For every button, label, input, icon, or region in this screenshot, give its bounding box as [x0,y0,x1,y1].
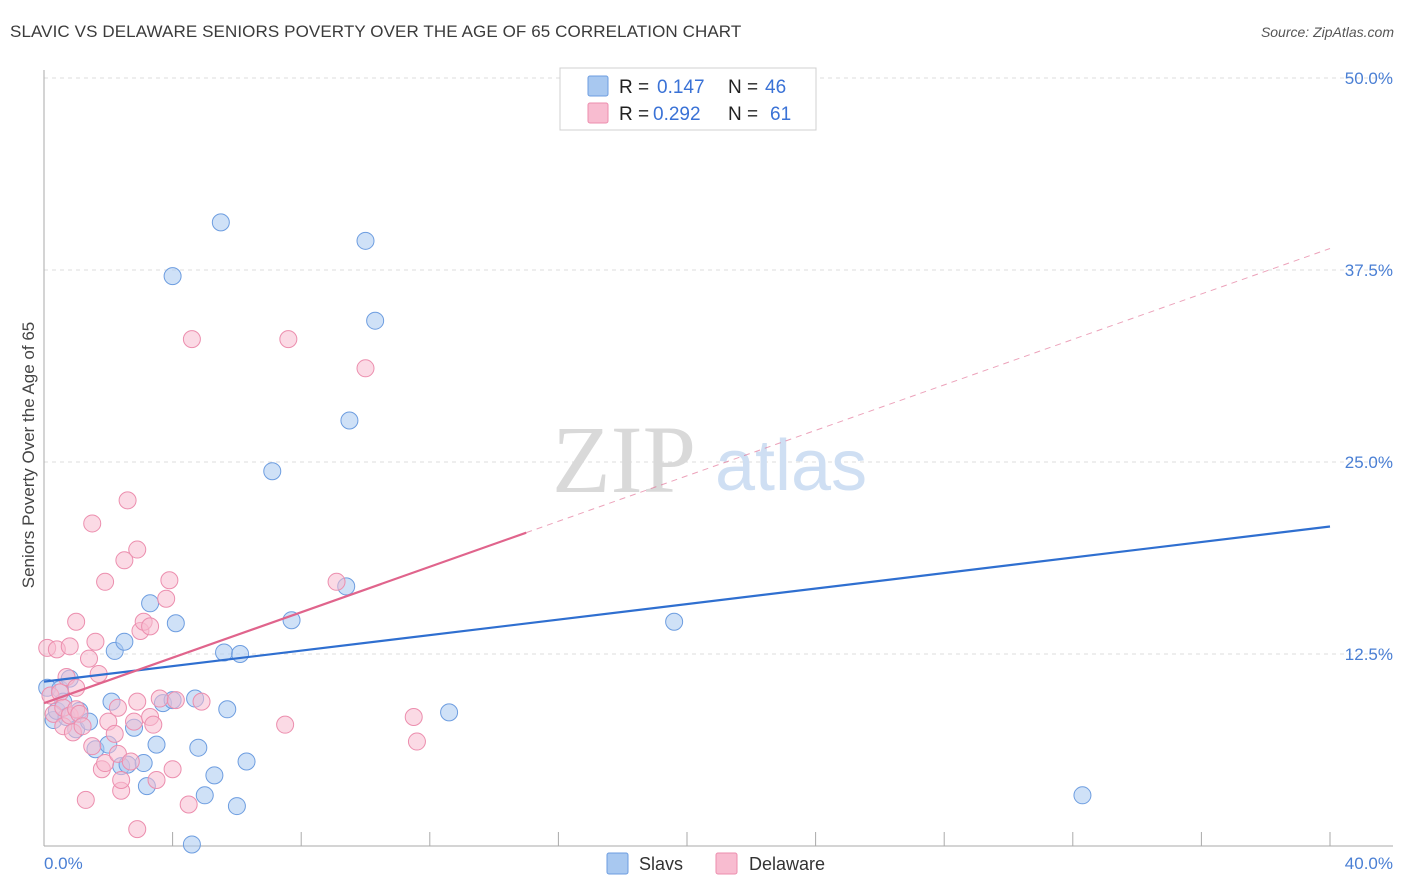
point-delaware-32 [118,491,137,510]
trend-lines [43,248,1331,705]
chart-title: SLAVIC VS DELAWARE SENIORS POVERTY OVER … [10,22,742,41]
point-delaware-15 [73,717,92,736]
point-delaware-28 [108,698,127,717]
legend-r-label-delaware: R = [619,104,649,125]
point-delaware-33 [121,752,140,771]
point-delaware-55 [356,359,375,378]
point-delaware-37 [128,540,147,559]
point-delaware-46 [160,571,179,590]
data-points [38,213,1092,854]
legend-n-value-delaware: 61 [770,104,791,125]
point-delaware-40 [141,617,160,636]
point-slavs-33 [218,700,237,719]
point-slavs-26 [182,835,201,854]
x-tick-labels: 0.0% 40.0% [44,854,1393,873]
point-slavs-45 [1073,786,1092,805]
point-slavs-42 [366,311,385,330]
point-slavs-35 [231,645,250,663]
point-delaware-16 [76,790,95,809]
y-tick-labels: 12.5% 25.0% 37.5% 50.0% [1345,69,1393,664]
point-slavs-25 [166,614,185,633]
watermark-zip: ZIP [552,406,696,513]
bottom-legend-label-delaware: Delaware [749,854,825,874]
point-slavs-43 [440,703,459,722]
point-slavs-15 [115,632,134,651]
point-slavs-38 [282,611,301,630]
y-tick-label-0: 12.5% [1345,645,1393,664]
point-delaware-23 [96,754,115,773]
legend-r-label-slavs: R = [619,77,649,98]
point-slavs-21 [147,735,166,754]
trend-line-delaware [43,531,527,705]
point-delaware-43 [147,770,166,789]
x-tick-label-1: 40.0% [1345,854,1393,873]
y-axis-label: Seniors Poverty Over the Age of 65 [19,322,38,588]
point-delaware-20 [86,632,105,651]
point-delaware-30 [112,770,131,789]
legend-r-value-delaware: 0.292 [653,104,701,125]
point-delaware-13 [67,612,86,631]
point-slavs-28 [189,738,208,757]
legend-n-label-delaware: N = [728,104,758,125]
point-slavs-37 [263,462,282,481]
legend-box: R = 0.147 N = 46 R = 0.292 N = 61 [559,67,817,131]
axes [43,70,1393,847]
point-delaware-26 [105,724,124,743]
point-delaware-36 [128,692,147,711]
point-delaware-9 [60,637,79,656]
point-delaware-35 [128,820,147,839]
point-delaware-50 [182,330,201,349]
point-delaware-17 [80,649,99,668]
legend-n-value-slavs: 46 [765,77,786,98]
bottom-legend-swatch-slavs [606,852,629,875]
legend-n-label-slavs: N = [728,77,758,98]
point-slavs-30 [205,766,224,785]
point-slavs-44 [665,612,684,631]
x-tick-label-0: 0.0% [44,854,83,873]
trend-line-slavs [43,525,1331,683]
point-delaware-47 [163,760,182,779]
watermark-atlas: atlas [715,426,867,506]
point-slavs-40 [340,411,359,430]
point-delaware-45 [157,589,176,608]
y-tick-label-1: 25.0% [1345,453,1393,472]
point-slavs-20 [141,594,160,613]
point-delaware-49 [179,795,198,814]
x-axis-ticks [43,832,1331,846]
point-delaware-24 [96,572,115,591]
y-tick-label-2: 37.5% [1345,261,1393,280]
point-delaware-19 [83,514,102,533]
point-delaware-42 [144,715,163,734]
grid-lines [44,77,1393,655]
trend-line-delaware-extension [526,248,1331,534]
point-slavs-34 [227,797,246,816]
watermark: ZIP atlas [552,406,867,513]
point-delaware-48 [166,691,185,710]
point-slavs-41 [356,231,375,250]
point-slavs-36 [237,752,256,771]
point-delaware-53 [279,330,298,349]
point-slavs-24 [163,267,182,286]
point-slavs-29 [195,786,214,805]
point-delaware-54 [327,572,346,591]
point-delaware-56 [404,707,423,726]
point-delaware-57 [407,732,426,751]
point-delaware-51 [192,692,211,711]
bottom-legend-label-slavs: Slavs [639,854,683,874]
source-label: Source: ZipAtlas.com [1260,24,1394,40]
legend-r-value-slavs: 0.147 [657,77,705,98]
point-delaware-34 [125,712,144,731]
point-delaware-52 [276,715,295,734]
point-slavs-31 [211,213,230,232]
legend-swatch-delaware [587,102,609,124]
point-delaware-31 [115,551,134,570]
bottom-legend: Slavs Delaware [606,852,825,875]
point-delaware-18 [83,737,102,756]
legend-swatch-slavs [587,75,609,97]
bottom-legend-swatch-delaware [715,852,738,875]
y-tick-label-3: 50.0% [1345,69,1393,88]
point-delaware-44 [150,689,169,708]
